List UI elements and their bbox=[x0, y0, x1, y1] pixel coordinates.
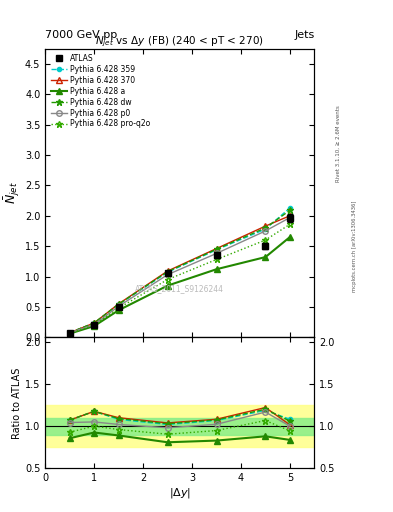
Text: Rivet 3.1.10, ≥ 2.6M events: Rivet 3.1.10, ≥ 2.6M events bbox=[336, 105, 341, 182]
Title: $N_{jet}$ vs $\Delta y$ (FB) (240 < pT < 270): $N_{jet}$ vs $\Delta y$ (FB) (240 < pT <… bbox=[95, 34, 264, 49]
Text: Jets: Jets bbox=[294, 30, 314, 40]
X-axis label: |$\Delta y$|: |$\Delta y$| bbox=[169, 486, 191, 500]
Y-axis label: $\bar{N}_{jet}$: $\bar{N}_{jet}$ bbox=[2, 181, 22, 204]
Text: 7000 GeV pp: 7000 GeV pp bbox=[45, 30, 118, 40]
Text: ATLAS_2011_S9126244: ATLAS_2011_S9126244 bbox=[135, 284, 224, 293]
Legend: ATLAS, Pythia 6.428 359, Pythia 6.428 370, Pythia 6.428 a, Pythia 6.428 dw, Pyth: ATLAS, Pythia 6.428 359, Pythia 6.428 37… bbox=[49, 52, 152, 130]
Text: mcplots.cern.ch [arXiv:1306.3436]: mcplots.cern.ch [arXiv:1306.3436] bbox=[352, 200, 357, 291]
Y-axis label: Ratio to ATLAS: Ratio to ATLAS bbox=[12, 367, 22, 439]
